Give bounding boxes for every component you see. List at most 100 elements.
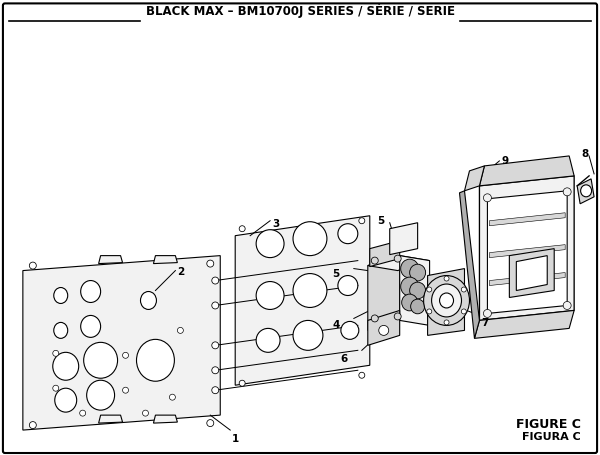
Ellipse shape bbox=[86, 380, 115, 410]
Ellipse shape bbox=[371, 257, 378, 264]
Ellipse shape bbox=[401, 277, 419, 296]
Ellipse shape bbox=[256, 282, 284, 309]
Polygon shape bbox=[460, 191, 479, 339]
Ellipse shape bbox=[140, 292, 157, 309]
Polygon shape bbox=[479, 156, 574, 186]
Polygon shape bbox=[475, 310, 574, 339]
Ellipse shape bbox=[401, 294, 418, 311]
Ellipse shape bbox=[142, 410, 148, 416]
Text: FIGURE C: FIGURE C bbox=[516, 418, 581, 431]
Ellipse shape bbox=[444, 276, 449, 281]
Text: 1: 1 bbox=[232, 434, 239, 444]
Text: 2: 2 bbox=[178, 267, 185, 277]
Ellipse shape bbox=[207, 420, 214, 427]
Ellipse shape bbox=[341, 321, 359, 339]
Text: 4: 4 bbox=[332, 320, 340, 330]
Polygon shape bbox=[479, 176, 574, 320]
Ellipse shape bbox=[212, 342, 219, 349]
Ellipse shape bbox=[239, 226, 245, 232]
Ellipse shape bbox=[212, 387, 219, 394]
Ellipse shape bbox=[256, 230, 284, 258]
Ellipse shape bbox=[394, 255, 401, 262]
Ellipse shape bbox=[461, 309, 466, 314]
Ellipse shape bbox=[461, 287, 466, 292]
Polygon shape bbox=[154, 256, 178, 263]
Ellipse shape bbox=[410, 264, 425, 281]
Ellipse shape bbox=[293, 222, 327, 256]
Ellipse shape bbox=[169, 394, 175, 400]
Ellipse shape bbox=[80, 410, 86, 416]
Polygon shape bbox=[400, 256, 430, 325]
Text: 8: 8 bbox=[581, 149, 589, 159]
Ellipse shape bbox=[394, 313, 401, 320]
Ellipse shape bbox=[29, 422, 37, 429]
Text: 5: 5 bbox=[377, 216, 385, 226]
Ellipse shape bbox=[410, 282, 425, 299]
Ellipse shape bbox=[212, 277, 219, 284]
Ellipse shape bbox=[54, 323, 68, 339]
Ellipse shape bbox=[83, 342, 118, 378]
Ellipse shape bbox=[178, 328, 184, 334]
Ellipse shape bbox=[137, 339, 175, 381]
Ellipse shape bbox=[484, 309, 491, 318]
Ellipse shape bbox=[55, 388, 77, 412]
Ellipse shape bbox=[427, 287, 432, 292]
Polygon shape bbox=[368, 310, 400, 345]
Ellipse shape bbox=[379, 325, 389, 335]
Ellipse shape bbox=[239, 380, 245, 386]
Text: 7: 7 bbox=[481, 318, 489, 329]
Ellipse shape bbox=[410, 299, 425, 314]
Ellipse shape bbox=[440, 293, 454, 308]
Polygon shape bbox=[98, 415, 122, 423]
Ellipse shape bbox=[53, 352, 79, 380]
Text: 3: 3 bbox=[272, 219, 280, 229]
Ellipse shape bbox=[53, 385, 59, 391]
Ellipse shape bbox=[53, 350, 59, 356]
Ellipse shape bbox=[293, 273, 327, 308]
Ellipse shape bbox=[484, 194, 491, 202]
Polygon shape bbox=[154, 415, 178, 423]
Ellipse shape bbox=[359, 372, 365, 378]
Ellipse shape bbox=[563, 302, 571, 309]
Polygon shape bbox=[98, 256, 122, 263]
Ellipse shape bbox=[424, 276, 469, 325]
Ellipse shape bbox=[122, 352, 128, 358]
Ellipse shape bbox=[212, 367, 219, 374]
Polygon shape bbox=[509, 248, 554, 298]
Ellipse shape bbox=[431, 284, 461, 317]
Ellipse shape bbox=[29, 262, 37, 269]
Polygon shape bbox=[390, 222, 418, 255]
Ellipse shape bbox=[207, 260, 214, 267]
Ellipse shape bbox=[563, 188, 571, 196]
Polygon shape bbox=[23, 256, 220, 430]
Polygon shape bbox=[428, 268, 464, 335]
Polygon shape bbox=[490, 245, 565, 258]
Ellipse shape bbox=[444, 320, 449, 325]
Ellipse shape bbox=[338, 224, 358, 244]
Text: 9: 9 bbox=[502, 156, 508, 166]
Ellipse shape bbox=[371, 315, 378, 322]
Ellipse shape bbox=[359, 218, 365, 224]
Polygon shape bbox=[517, 256, 547, 290]
Polygon shape bbox=[368, 256, 430, 271]
Text: FIGURA C: FIGURA C bbox=[523, 432, 581, 442]
Ellipse shape bbox=[293, 320, 323, 350]
Polygon shape bbox=[370, 241, 400, 267]
Ellipse shape bbox=[80, 281, 101, 303]
Ellipse shape bbox=[427, 309, 432, 314]
Text: 5: 5 bbox=[332, 268, 340, 278]
Polygon shape bbox=[368, 256, 400, 330]
Ellipse shape bbox=[256, 329, 280, 352]
Polygon shape bbox=[490, 273, 565, 286]
Text: BLACK MAX – BM10700J SERIES / SÉRIE / SERIE: BLACK MAX – BM10700J SERIES / SÉRIE / SE… bbox=[146, 4, 455, 18]
Polygon shape bbox=[464, 166, 484, 191]
Polygon shape bbox=[577, 179, 594, 204]
Ellipse shape bbox=[212, 302, 219, 309]
Polygon shape bbox=[490, 213, 565, 226]
Polygon shape bbox=[487, 191, 567, 313]
Ellipse shape bbox=[80, 315, 101, 337]
Ellipse shape bbox=[401, 259, 419, 278]
Polygon shape bbox=[235, 216, 370, 385]
Ellipse shape bbox=[122, 387, 128, 393]
Ellipse shape bbox=[54, 288, 68, 303]
